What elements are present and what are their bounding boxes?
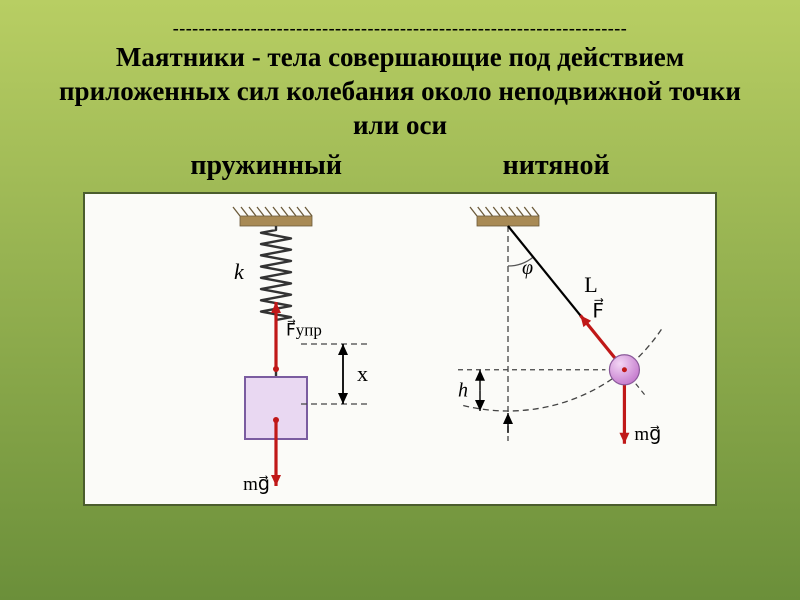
labels-row: пружинный нитяной [110,150,690,182]
svg-text:φ: φ [522,257,533,279]
pendulum-diagram: k x F⃗упр mg⃗ φ Lh F⃗ mg⃗ [85,194,715,504]
definition-text: Маятники - тела совершающие под действие… [50,41,750,142]
string-label: нитяной [503,150,610,182]
dashes-divider: ----------------------------------------… [50,18,750,39]
svg-text:F⃗упр: F⃗упр [286,320,322,340]
svg-text:k: k [234,259,245,284]
svg-text:mg⃗: mg⃗ [634,424,661,445]
spring-label: пружинный [190,150,342,182]
figure-box: k x F⃗упр mg⃗ φ Lh F⃗ mg⃗ [83,192,717,506]
svg-text:L: L [584,272,597,297]
svg-text:F⃗: F⃗ [592,298,604,323]
svg-text:x: x [357,361,368,386]
svg-text:h: h [458,380,468,402]
svg-text:mg⃗: mg⃗ [243,474,270,495]
